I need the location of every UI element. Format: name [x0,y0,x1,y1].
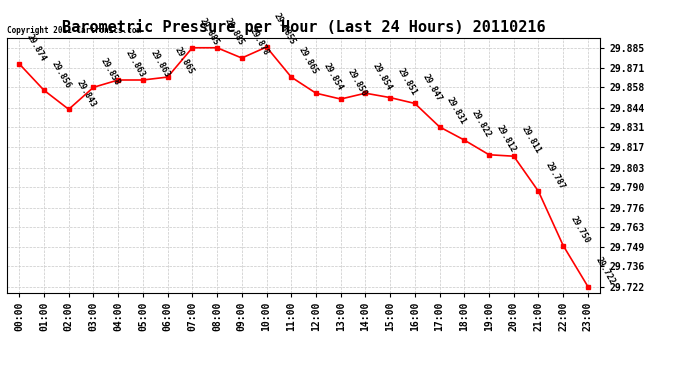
Text: 29.858: 29.858 [99,56,122,87]
Text: 29.878: 29.878 [247,27,270,57]
Text: 29.822: 29.822 [470,109,493,139]
Text: 29.847: 29.847 [420,72,443,103]
Text: 29.885: 29.885 [198,16,221,47]
Text: 29.865: 29.865 [173,46,196,76]
Text: 29.850: 29.850 [346,68,369,98]
Text: 29.812: 29.812 [495,123,518,154]
Text: 29.885: 29.885 [223,16,246,47]
Text: 29.750: 29.750 [569,214,591,245]
Text: 29.722: 29.722 [593,255,616,286]
Text: 29.843: 29.843 [75,78,97,108]
Text: 29.811: 29.811 [520,125,542,155]
Text: 29.854: 29.854 [371,62,394,92]
Text: 29.874: 29.874 [25,33,48,63]
Text: 29.831: 29.831 [445,96,468,126]
Title: Barometric Pressure per Hour (Last 24 Hours) 20110216: Barometric Pressure per Hour (Last 24 Ho… [62,19,545,35]
Text: 29.863: 29.863 [124,49,146,79]
Text: 29.854: 29.854 [322,62,344,92]
Text: 29.851: 29.851 [395,66,419,97]
Text: 29.787: 29.787 [544,160,567,190]
Text: Copyright 2011 Cartronics.com: Copyright 2011 Cartronics.com [7,26,141,35]
Text: 29.856: 29.856 [50,59,72,90]
Text: 29.8855: 29.8855 [272,11,297,46]
Text: 29.863: 29.863 [148,49,171,79]
Text: 29.865: 29.865 [297,46,319,76]
